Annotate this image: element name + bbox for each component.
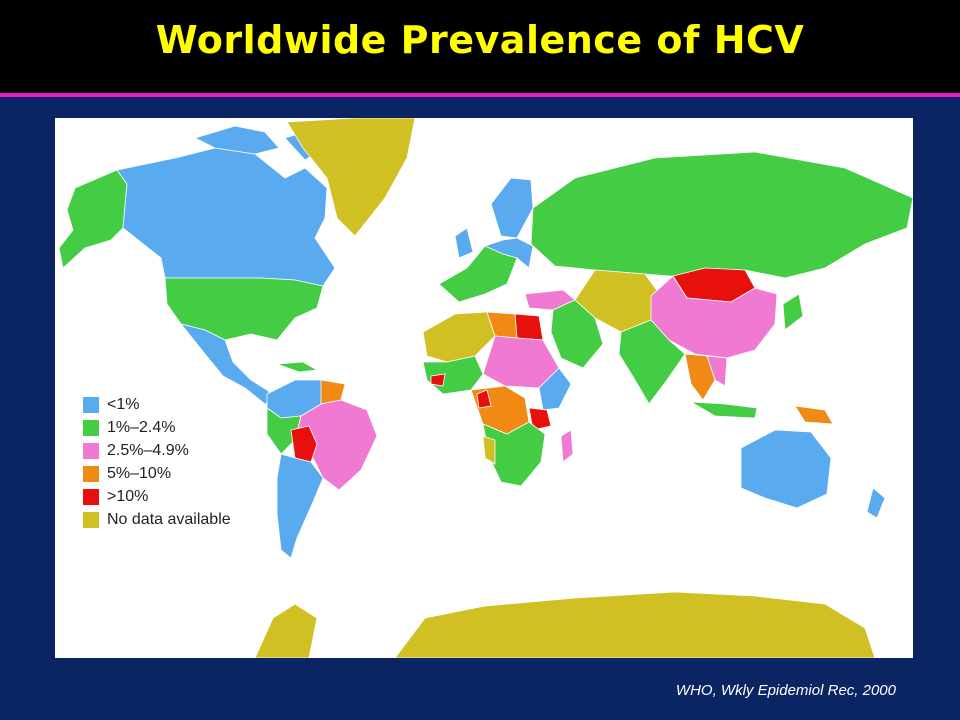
- region-alaska: [58, 169, 128, 269]
- region-north-africa: [422, 311, 496, 363]
- region-west-africa: [422, 355, 484, 395]
- region-uk: [454, 227, 474, 259]
- region-bolivia: [290, 425, 318, 463]
- legend-item: No data available: [83, 508, 231, 531]
- legend-swatch: [83, 419, 99, 436]
- slide-title: Worldwide Prevalence of HCV: [155, 18, 805, 62]
- region-east-africa: [538, 367, 572, 411]
- legend-item: 5%–10%: [83, 462, 231, 485]
- world-map: <1% 1%–2.4% 2.5%–4.9% 5%–10% >10% No dat…: [55, 118, 913, 658]
- legend-item: <1%: [83, 393, 231, 416]
- legend-swatch: [83, 488, 99, 505]
- region-india: [618, 319, 686, 405]
- region-australia: [740, 429, 832, 509]
- region-central-europe: [483, 237, 534, 269]
- legend-label: No data available: [107, 510, 231, 528]
- region-new-guinea: [794, 405, 834, 425]
- title-divider: [0, 93, 960, 97]
- region-scandinavia: [490, 177, 534, 239]
- region-indochina: [706, 355, 728, 387]
- legend-label: <1%: [107, 395, 140, 413]
- region-madagascar: [560, 429, 574, 463]
- title-bar: [0, 0, 960, 93]
- region-southern-africa: [482, 421, 546, 487]
- region-egypt: [514, 313, 544, 341]
- region-southern-cone: [276, 453, 324, 559]
- legend-swatch: [83, 465, 99, 482]
- region-new-zealand: [866, 487, 886, 519]
- region-indonesia: [690, 401, 758, 419]
- region-cameroon: [476, 389, 492, 409]
- region-guinea: [430, 373, 446, 387]
- region-greenland: [286, 118, 416, 237]
- legend-swatch: [83, 396, 99, 413]
- source-citation: WHO, Wkly Epidemiol Rec, 2000: [675, 682, 896, 699]
- region-canada: [116, 147, 336, 287]
- world-map-svg: [58, 118, 913, 658]
- region-caribbean: [276, 361, 319, 373]
- legend-item: 2.5%–4.9%: [83, 439, 231, 462]
- region-russia: [530, 151, 913, 279]
- region-namibia: [482, 435, 496, 465]
- region-antarctica: [254, 591, 876, 658]
- map-legend: <1% 1%–2.4% 2.5%–4.9% 5%–10% >10% No dat…: [83, 393, 231, 531]
- legend-item: 1%–2.4%: [83, 416, 231, 439]
- legend-label: 5%–10%: [107, 464, 172, 482]
- legend-label: >10%: [107, 487, 149, 505]
- region-middle-east: [550, 299, 604, 369]
- legend-label: 1%–2.4%: [107, 418, 176, 436]
- region-southeast-asia: [684, 353, 716, 401]
- legend-swatch: [83, 511, 99, 528]
- legend-label: 2.5%–4.9%: [107, 441, 189, 459]
- legend-swatch: [83, 442, 99, 459]
- legend-item: >10%: [83, 485, 231, 508]
- region-tanzania: [528, 407, 552, 431]
- region-japan: [782, 293, 804, 331]
